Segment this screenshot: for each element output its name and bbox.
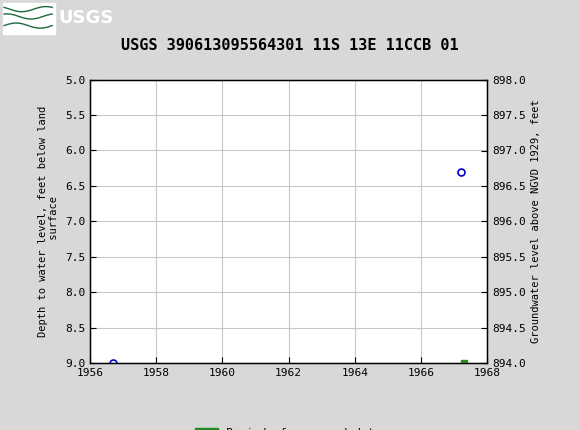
Bar — [3, 3, 55, 34]
Text: USGS: USGS — [58, 9, 113, 27]
Text: USGS 390613095564301 11S 13E 11CCB 01: USGS 390613095564301 11S 13E 11CCB 01 — [121, 38, 459, 52]
Y-axis label: Depth to water level, feet below land
 surface: Depth to water level, feet below land su… — [38, 106, 59, 337]
Legend: Period of approved data: Period of approved data — [191, 424, 386, 430]
Y-axis label: Groundwater level above NGVD 1929, feet: Groundwater level above NGVD 1929, feet — [531, 100, 541, 343]
